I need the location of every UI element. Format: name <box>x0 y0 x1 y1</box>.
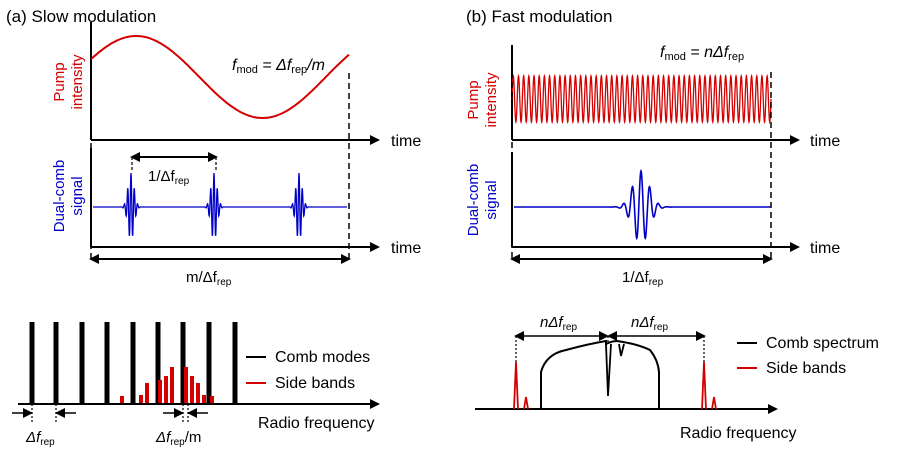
side-band-bar <box>158 380 162 404</box>
panel-a-comb-modes <box>29 322 238 404</box>
side-band-bar <box>196 383 200 404</box>
panel-a-legend-comb: Comb modes <box>275 349 370 366</box>
panel-a-comb-label-2: signal <box>69 176 86 215</box>
panel-b-comb-spectrum <box>540 339 660 409</box>
panel-b-signal-axes <box>511 152 800 252</box>
panel-a-dualcomb-waveform <box>93 172 347 237</box>
comb-mode-bar <box>104 322 110 404</box>
panel-a-pump-waveform <box>90 35 350 119</box>
side-band-bar <box>164 376 168 404</box>
side-band-bar <box>170 367 174 404</box>
panel-a-spacing-marker-1 <box>12 404 76 424</box>
side-band-bar <box>120 396 124 404</box>
comb-mode-bar <box>180 322 186 404</box>
panel-b-fmod-label: fmod = nΔfrep <box>660 44 744 63</box>
panel-b-legend-comb: Comb spectrum <box>766 335 879 352</box>
panel-a-pump-label-1: Pump <box>51 62 68 101</box>
panel-a-spacing-label-1: Δfrep <box>25 429 55 448</box>
comb-mode-bar <box>232 322 238 404</box>
comb-mode-bar <box>155 322 161 404</box>
comb-mode-bar <box>206 322 212 404</box>
panel-b-comb-label-2: signal <box>483 180 500 219</box>
panel-a-legend-side: Side bands <box>275 375 355 392</box>
comb-mode-bar <box>130 322 136 404</box>
panel-a-pump-label-2: intensity <box>69 54 86 110</box>
panel-b-pump-waveform <box>511 73 772 125</box>
panel-a-rf-label: Radio frequency <box>258 415 375 432</box>
panel-a-comb-label-1: Dual-comb <box>51 160 68 233</box>
panel-a-time-label-2: time <box>391 240 421 257</box>
panel-a-total-label: m/Δfrep <box>186 269 232 288</box>
panel-b-title: (b) Fast modulation <box>466 7 612 26</box>
panel-b-offset-markers <box>514 331 706 362</box>
panel-b-pump-label-1: Pump <box>465 80 482 119</box>
panel-b-pump-label-2: intensity <box>483 72 500 128</box>
panel-b-dualcomb-waveform <box>514 168 771 241</box>
panel-a-pump-axes <box>90 22 380 145</box>
side-band-bar <box>145 383 149 404</box>
side-band-bar <box>139 395 143 404</box>
panel-a-time-label-1: time <box>391 133 421 150</box>
panel-b-offset-label-right: nΔfrep <box>631 314 668 333</box>
panel-b-comb-dips <box>605 343 625 397</box>
panel-b-sideband-left <box>513 361 529 410</box>
panel-b-offset-label-left: nΔfrep <box>540 314 577 333</box>
comb-mode-bar <box>29 322 35 404</box>
panel-b-comb-label-1: Dual-comb <box>465 164 482 237</box>
panel-b-legend-side: Side bands <box>766 360 846 377</box>
side-band-bar <box>210 396 214 404</box>
panel-a-period-label: 1/Δfrep <box>148 168 190 187</box>
panel-b-period-label: 1/Δfrep <box>622 269 664 288</box>
panel-b-rf-label: Radio frequency <box>680 425 797 442</box>
comb-mode-bar <box>79 322 85 404</box>
side-band-bar <box>190 376 194 404</box>
panel-b-time-label-2: time <box>810 240 840 257</box>
side-band-bar <box>202 395 206 404</box>
panel-a-spacing-marker-2 <box>163 404 208 424</box>
panel-a-spacing-label-2: Δfrep/m <box>155 429 201 448</box>
panel-a-fmod-label: fmod = Δfrep/m <box>232 57 325 76</box>
comb-mode-bar <box>53 322 59 404</box>
panel-a-side-bands <box>120 367 214 404</box>
panel-b-time-label-1: time <box>810 133 840 150</box>
panel-b-sideband-right <box>701 361 717 410</box>
side-band-bar <box>184 367 188 404</box>
panel-a-title: (a) Slow modulation <box>6 7 156 26</box>
